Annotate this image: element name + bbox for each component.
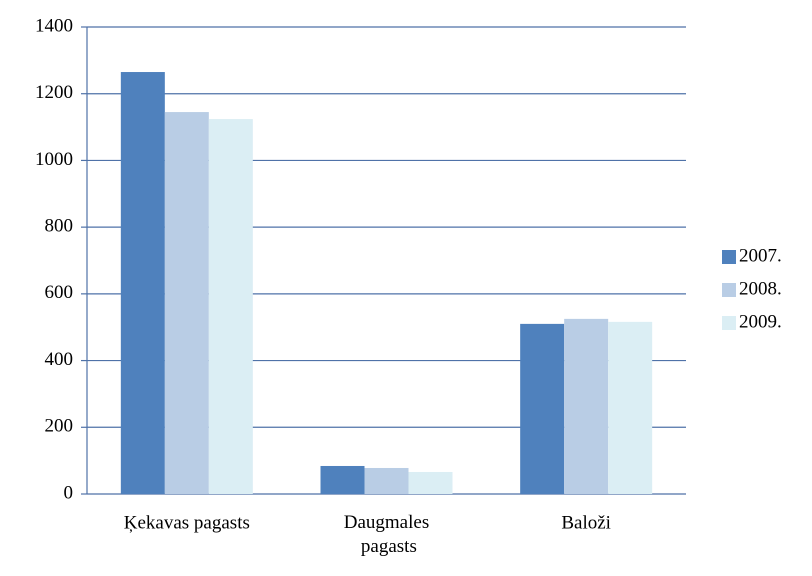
bar	[408, 471, 453, 494]
y-tick-label: 1200	[35, 82, 73, 103]
x-tick-label: Ķekavas pagasts	[124, 512, 250, 533]
bar	[164, 112, 209, 494]
bar	[320, 465, 365, 494]
y-tick-label: 0	[64, 482, 74, 503]
y-tick-label: 800	[45, 216, 74, 237]
y-tick-label: 400	[45, 349, 74, 370]
bar	[564, 318, 609, 494]
legend-label: 2008.	[739, 278, 782, 299]
bar	[120, 72, 165, 495]
y-tick-label: 1400	[35, 15, 73, 36]
y-tick-label: 200	[45, 416, 74, 437]
legend-swatch	[722, 283, 736, 297]
bar	[364, 467, 409, 494]
y-tick-label: 1000	[35, 149, 73, 170]
legend-label: 2007.	[739, 245, 782, 266]
legend-label: 2009.	[739, 311, 782, 332]
bar	[608, 321, 653, 494]
bar	[520, 323, 565, 494]
x-tick-label: Daugmales pagasts	[344, 512, 429, 557]
bar	[208, 119, 253, 495]
y-tick-label: 600	[45, 282, 74, 303]
x-tick-label: Baloži	[561, 512, 611, 533]
legend-swatch	[722, 316, 736, 330]
legend-swatch	[722, 250, 736, 264]
